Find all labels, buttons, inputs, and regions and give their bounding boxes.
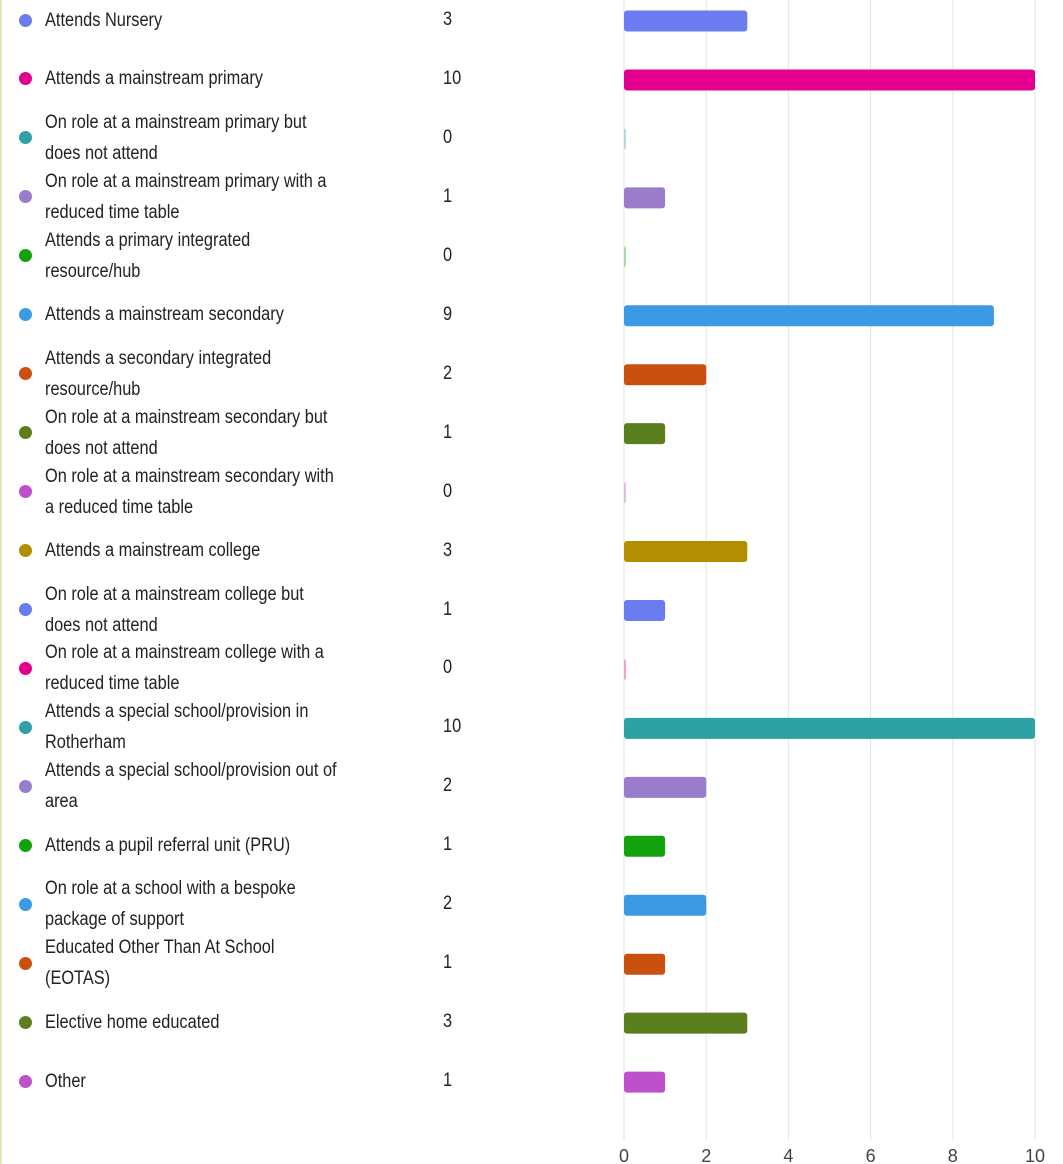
- legend-label: On role at a school with a bespoke packa…: [45, 878, 296, 931]
- legend-label: Attends a special school/provision out o…: [45, 760, 337, 813]
- legend-label: Attends a pupil referral unit (PRU): [45, 834, 291, 856]
- legend-dot-icon: [19, 544, 32, 558]
- bar[interactable]: [624, 658, 626, 680]
- legend-count: 1: [443, 598, 453, 620]
- bar[interactable]: [624, 423, 666, 445]
- legend-dot-icon: [19, 308, 32, 322]
- legend-label: Attends a primary integrated resource/hu…: [45, 229, 251, 282]
- legend-count: 2: [443, 362, 453, 384]
- legend-count: 1: [443, 1070, 453, 1092]
- legend-dot-icon: [19, 1015, 32, 1029]
- legend-dot-icon: [19, 426, 32, 440]
- legend-dot-icon: [19, 249, 32, 263]
- legend-count: 0: [443, 657, 453, 679]
- legend-dot-icon: [19, 72, 32, 86]
- legend-label: Educated Other Than At School (EOTAS): [45, 937, 275, 990]
- legend-label: Attends a mainstream primary: [45, 68, 263, 90]
- bar[interactable]: [624, 600, 666, 621]
- legend-dot-icon: [19, 661, 32, 675]
- legend-count: 2: [443, 775, 453, 797]
- legend-dot-icon: [19, 897, 32, 911]
- legend-count: 1: [443, 952, 453, 974]
- legend-dot-icon: [19, 131, 32, 145]
- legend-count: 1: [443, 185, 453, 207]
- legend-dot-icon: [19, 485, 32, 499]
- legend-label: On role at a mainstream primary with a r…: [45, 170, 327, 223]
- legend-count: 1: [443, 834, 453, 856]
- bar[interactable]: [624, 305, 994, 327]
- legend-count: 9: [443, 303, 453, 325]
- bar[interactable]: [624, 953, 666, 975]
- x-tick-label: 4: [783, 1146, 793, 1164]
- legend: Attends Nursery 3 Attends a mainstream pri…: [19, 9, 462, 1092]
- legend-dot-icon: [19, 838, 32, 852]
- legend-label: Attends Nursery: [45, 9, 163, 31]
- legend-count: 0: [443, 480, 453, 502]
- legend-dot-icon: [19, 779, 32, 793]
- legend-dot-icon: [19, 367, 32, 381]
- legend-label: On role at a mainstream secondary with a…: [45, 465, 334, 518]
- legend-label: On role at a mainstream college but does…: [45, 583, 304, 636]
- bar[interactable]: [624, 482, 626, 504]
- bar[interactable]: [624, 835, 666, 857]
- bar[interactable]: [624, 1071, 666, 1093]
- legend-count: 1: [443, 421, 453, 443]
- legend-label: Attends a mainstream college: [45, 540, 261, 562]
- bar[interactable]: [624, 717, 1035, 739]
- legend-dot-icon: [19, 603, 32, 616]
- legend-label: Attends a special school/provision in Ro…: [45, 701, 309, 754]
- legend-dot-icon: [19, 720, 32, 734]
- bar[interactable]: [624, 364, 707, 386]
- x-tick-label: 0: [619, 1146, 629, 1164]
- legend-label: On role at a mainstream primary but does…: [45, 111, 307, 164]
- legend-count: 2: [443, 893, 453, 915]
- bar[interactable]: [624, 541, 748, 563]
- legend-count: 10: [443, 716, 462, 738]
- legend-count: 3: [443, 9, 453, 30]
- left-border: [0, 0, 2, 1164]
- bar[interactable]: [624, 69, 1035, 91]
- legend-count: 0: [443, 126, 453, 148]
- legend-label: On role at a mainstream college with a r…: [45, 642, 324, 695]
- legend-dot-icon: [19, 1074, 32, 1088]
- legend-count: 3: [443, 1011, 453, 1033]
- legend-label: On role at a mainstream secondary but do…: [45, 406, 328, 459]
- x-tick-label: 10: [1025, 1146, 1045, 1164]
- bar[interactable]: [624, 1012, 748, 1034]
- legend-label: Elective home educated: [45, 1011, 220, 1033]
- legend-label: Attends a mainstream secondary: [45, 304, 284, 326]
- legend-dot-icon: [19, 13, 32, 27]
- bar[interactable]: [624, 894, 707, 916]
- bar[interactable]: [624, 187, 666, 209]
- x-tick-label: 6: [866, 1146, 876, 1164]
- legend-count: 0: [443, 244, 453, 266]
- legend-label: Attends a secondary integrated resource/…: [45, 347, 272, 400]
- bar[interactable]: [624, 776, 707, 798]
- bar[interactable]: [624, 10, 748, 32]
- legend-label: Other: [45, 1070, 86, 1092]
- x-tick-label: 8: [948, 1146, 958, 1164]
- x-tick-label: 2: [701, 1146, 711, 1164]
- legend-dot-icon: [19, 956, 32, 970]
- bar[interactable]: [624, 246, 626, 268]
- legend-count: 3: [443, 539, 453, 561]
- bar[interactable]: [624, 128, 626, 150]
- legend-count: 10: [443, 67, 462, 89]
- legend-dot-icon: [19, 190, 32, 204]
